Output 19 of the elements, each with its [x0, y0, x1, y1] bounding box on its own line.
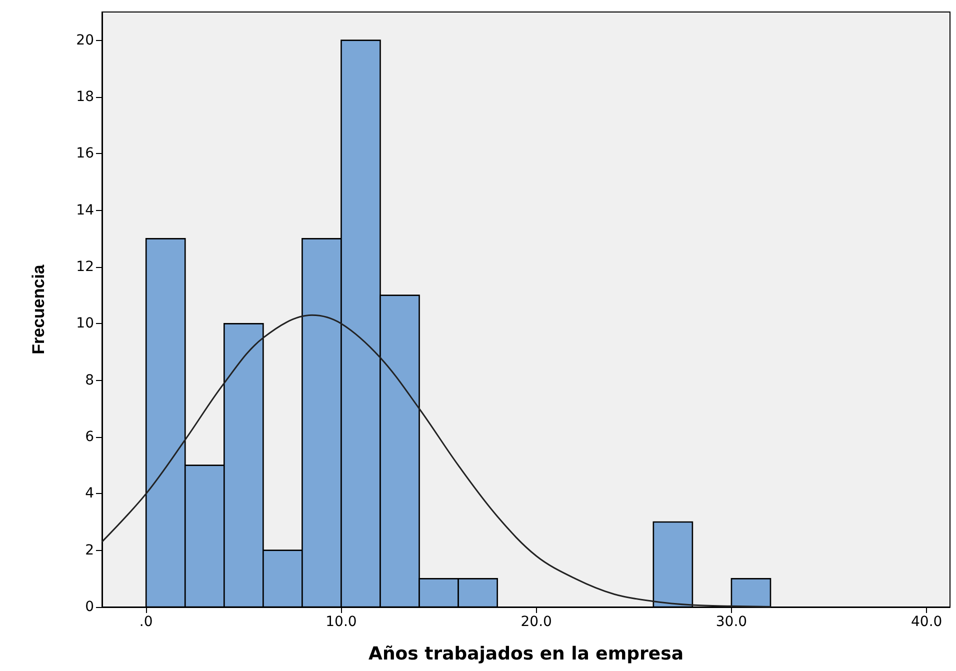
y-tick-label: 14 — [76, 202, 94, 218]
x-tick-label: 30.0 — [716, 614, 748, 630]
y-axis-title: Frecuencia — [29, 264, 48, 354]
y-tick-label: 10 — [76, 316, 94, 332]
line-series — [101, 314, 772, 608]
y-tick-label: 2 — [85, 542, 94, 558]
x-axis-title: Años trabajados en la empresa — [368, 644, 684, 664]
y-tick-label: 16 — [76, 146, 94, 162]
x-tick-label: .0 — [139, 614, 153, 630]
y-tick-label: 4 — [85, 486, 94, 502]
y-tick-label: 12 — [76, 259, 94, 275]
y-tick-label: 0 — [85, 599, 94, 615]
y-tick-label: 6 — [85, 429, 94, 445]
y-tick-label: 8 — [85, 372, 94, 388]
x-tick-label: 10.0 — [326, 614, 357, 630]
x-tick-label: 40.0 — [911, 614, 942, 630]
y-tick-label: 18 — [76, 89, 94, 105]
y-tick-label: 20 — [76, 32, 94, 48]
x-tick-label: 20.0 — [520, 614, 552, 630]
